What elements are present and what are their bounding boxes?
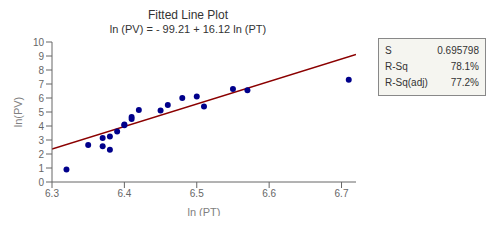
svg-text:6.4: 6.4 bbox=[117, 188, 131, 199]
svg-text:3: 3 bbox=[38, 135, 44, 146]
html-text:0.695798: 0.695798 bbox=[437, 45, 479, 56]
svg-text:9: 9 bbox=[38, 51, 44, 62]
svg-text:0: 0 bbox=[38, 177, 44, 188]
svg-text:6.3: 6.3 bbox=[45, 188, 59, 199]
html-text:Fitted Line Plot: Fitted Line Plot bbox=[148, 8, 228, 22]
svg-text:1: 1 bbox=[38, 163, 44, 174]
svg-text:10: 10 bbox=[33, 37, 45, 48]
svg-text:ln (PT): ln (PT) bbox=[188, 206, 221, 216]
svg-text:ln(PV): ln(PV) bbox=[12, 97, 24, 128]
svg-text:6.7: 6.7 bbox=[335, 188, 349, 199]
html-text:R-Sq: R-Sq bbox=[385, 61, 408, 72]
svg-text:6: 6 bbox=[38, 93, 44, 104]
svg-text:6.6: 6.6 bbox=[262, 188, 276, 199]
html-text:R-Sq(adj): R-Sq(adj) bbox=[385, 77, 428, 88]
html-text:77.2%: 77.2% bbox=[450, 77, 479, 88]
svg-text:4: 4 bbox=[38, 121, 44, 132]
svg-text:5: 5 bbox=[38, 107, 44, 118]
svg-text:8: 8 bbox=[38, 65, 44, 76]
svg-text:7: 7 bbox=[38, 79, 44, 90]
html-text:ln (PV) = - 99.21 + 16.12 ln (: ln (PV) = - 99.21 + 16.12 ln (PT) bbox=[109, 23, 267, 35]
svg-text:6.5: 6.5 bbox=[190, 188, 204, 199]
html-text:S: S bbox=[385, 45, 392, 56]
html-text:78.1%: 78.1% bbox=[450, 61, 479, 72]
svg-text:2: 2 bbox=[38, 149, 44, 160]
